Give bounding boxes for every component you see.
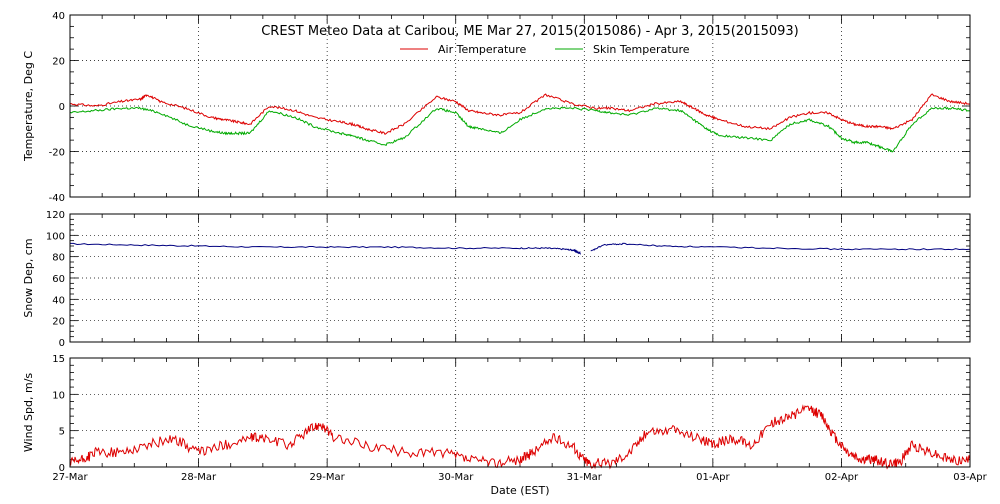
y-axis-title-2: Wind Spd, m/s <box>22 373 35 453</box>
y-tick-label-1-1: 100 <box>46 231 65 242</box>
y-tick-label-0-3: -20 <box>49 148 65 159</box>
x-tick-label-3: 30-Mar <box>438 472 474 483</box>
x-tick-label-0: 27-Mar <box>52 472 88 483</box>
y-tick-label-0-1: 20 <box>52 57 65 68</box>
chart-title: CREST Meteo Data at Caribou, ME Mar 27, … <box>261 24 799 39</box>
y-axis-title-0: Temperature, Deg C <box>22 51 35 162</box>
x-tick-label-2: 29-Mar <box>310 472 346 483</box>
legend-label-1: Skin Temperature <box>593 43 690 56</box>
y-tick-label-1-5: 20 <box>52 317 65 328</box>
plot-frame-0 <box>69 14 971 198</box>
y-tick-label-2-3: 0 <box>59 463 65 474</box>
plot-frame-2 <box>69 357 971 468</box>
series-line-snow-0 <box>70 242 581 255</box>
series-line-snow-1 <box>590 242 971 252</box>
x-tick-label-7: 03-Apr <box>953 472 987 483</box>
legend-label-0: Air Temperature <box>438 43 527 56</box>
x-tick-label-5: 01-Apr <box>696 472 730 483</box>
y-tick-label-2-0: 15 <box>52 354 65 365</box>
y-tick-label-1-0: 120 <box>46 210 65 221</box>
y-tick-label-0-0: 40 <box>52 11 65 22</box>
x-tick-label-6: 02-Apr <box>825 472 859 483</box>
y-tick-label-1-4: 40 <box>52 295 65 306</box>
y-tick-label-2-1: 10 <box>52 390 65 401</box>
y-axis-title-1: Snow Dep, cm <box>22 238 35 317</box>
y-tick-label-1-3: 60 <box>52 274 65 285</box>
y-tick-label-1-6: 0 <box>59 338 65 349</box>
y-tick-label-0-4: -40 <box>49 193 65 204</box>
x-axis-title: Date (EST) <box>490 484 549 497</box>
y-tick-label-0-2: 0 <box>59 102 65 113</box>
series-line-0-1 <box>69 106 971 153</box>
series-line-0-0 <box>69 93 971 136</box>
y-tick-label-2-2: 5 <box>59 427 65 438</box>
x-tick-label-1: 28-Mar <box>181 472 217 483</box>
series-line-2-0 <box>69 404 971 470</box>
y-tick-label-1-2: 80 <box>52 253 65 264</box>
plot-frame-1 <box>69 213 971 343</box>
x-tick-label-4: 31-Mar <box>567 472 603 483</box>
